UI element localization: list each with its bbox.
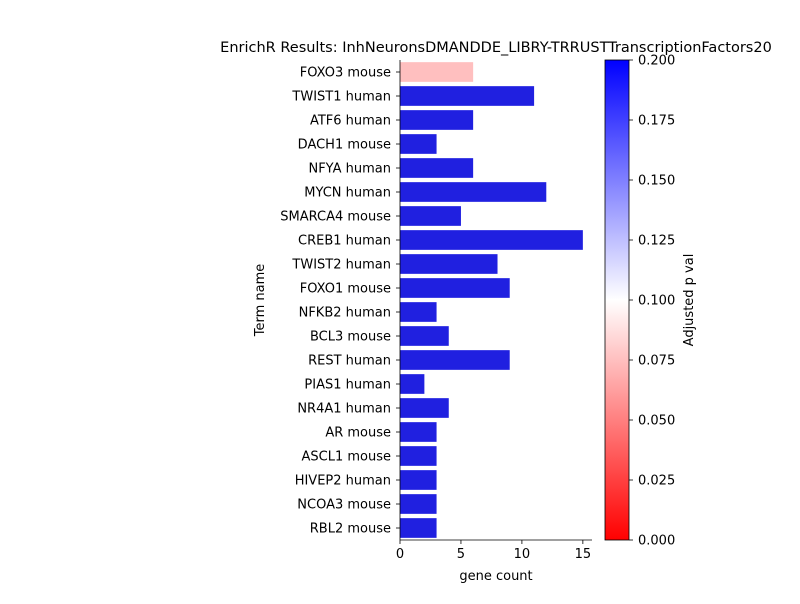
bar-bcl3-mouse: [400, 326, 449, 346]
y-tick-label: REST human: [308, 354, 391, 369]
colorbar-tick-label: 0.050: [638, 414, 675, 429]
bar-hivep2-human: [400, 470, 437, 490]
bar-foxo3-mouse: [400, 62, 474, 82]
colorbar: [604, 59, 630, 541]
bar-atf6-human: [400, 110, 474, 130]
bar-nfya-human: [400, 158, 474, 178]
y-tick-label: AR mouse: [325, 426, 391, 441]
bars-layer: [400, 62, 583, 538]
bar-ncoa3-mouse: [400, 494, 437, 514]
bar-foxo1-mouse: [400, 278, 510, 298]
bar-nfkb2-human: [400, 302, 437, 322]
colorbar-tick-label: 0.125: [638, 234, 675, 249]
chart-title: EnrichR Results: InhNeuronsDMANDDE_LIBRY…: [220, 40, 772, 56]
colorbar-tick-label: 0.000: [638, 534, 675, 549]
y-tick-label: NFYA human: [308, 162, 391, 177]
bar-rest-human: [400, 350, 510, 370]
bar-pias1-human: [400, 374, 425, 394]
y-tick-label: PIAS1 human: [304, 378, 391, 393]
colorbar-tick-label: 0.150: [638, 174, 675, 189]
y-tick-label: TWIST2 human: [291, 258, 391, 273]
colorbar-ticks: 0.000 0.025 0.050 0.075 0.100 0.125 0.150 0.175…: [629, 54, 675, 549]
bar-mycn-human: [400, 182, 547, 202]
colorbar-tick-label: 0.200: [638, 54, 675, 69]
colorbar-tick-label: 0.100: [638, 294, 675, 309]
y-tick-label: FOXO3 mouse: [300, 66, 391, 81]
y-tick-label: HIVEP2 human: [295, 474, 391, 489]
bar-rbl2-mouse: [400, 518, 437, 538]
colorbar-label: Adjusted p val: [682, 254, 697, 347]
axes-layer: FOXO3 mouse TWIST1 human ATF6 human DACH1 m…: [280, 60, 592, 562]
y-tick-label: CREB1 human: [298, 234, 391, 249]
y-tick-label: NR4A1 human: [297, 402, 391, 417]
bar-ascl1-mouse: [400, 446, 437, 466]
colorbar-tick-label: 0.175: [638, 114, 675, 129]
y-tick-label: MYCN human: [304, 186, 391, 201]
x-tick-label: 15: [575, 547, 592, 562]
bar-twist2-human: [400, 254, 498, 274]
colorbar-tick-label: 0.025: [638, 474, 675, 489]
y-tick-label: FOXO1 mouse: [300, 282, 391, 297]
x-axis-label: gene count: [459, 569, 532, 584]
x-tick-label: 0: [396, 547, 404, 562]
colorbar-tick-label: 0.075: [638, 354, 675, 369]
bar-nr4a1-human: [400, 398, 449, 418]
y-tick-label: ASCL1 mouse: [302, 450, 392, 465]
x-tick-label: 10: [514, 547, 531, 562]
y-tick-label: DACH1 mouse: [298, 138, 391, 153]
bar-creb1-human: [400, 230, 583, 250]
bar-smarca4-mouse: [400, 206, 461, 226]
y-tick-label: SMARCA4 mouse: [280, 210, 391, 225]
bar-dach1-mouse: [400, 134, 437, 154]
bar-twist1-human: [400, 86, 535, 106]
x-tick-label: 5: [457, 547, 465, 562]
y-axis-label: Term name: [253, 264, 268, 338]
y-tick-label: NCOA3 mouse: [297, 498, 391, 513]
y-tick-label: TWIST1 human: [291, 90, 391, 105]
bar-ar-mouse: [400, 422, 437, 442]
y-tick-label: BCL3 mouse: [310, 330, 391, 345]
y-tick-label: NFKB2 human: [299, 306, 391, 321]
y-tick-label: ATF6 human: [310, 114, 391, 129]
y-tick-label: RBL2 mouse: [310, 522, 391, 537]
